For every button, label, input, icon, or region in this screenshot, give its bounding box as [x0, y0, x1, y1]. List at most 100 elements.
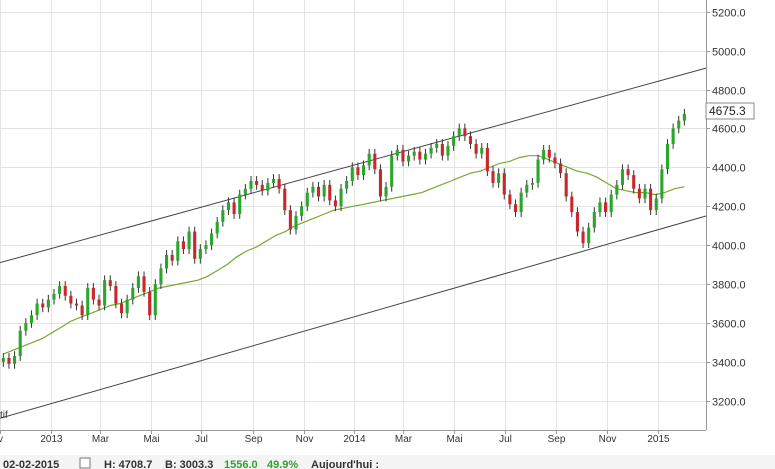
candle: [7, 353, 11, 369]
candle: [367, 148, 371, 171]
candle-body: [226, 202, 231, 211]
candle-body: [491, 171, 495, 183]
x-tick-label: Jul: [499, 434, 512, 445]
candle: [564, 168, 568, 202]
candle-body: [255, 180, 259, 185]
candle: [69, 290, 73, 309]
candle: [238, 189, 242, 219]
status-change: 1556.0: [224, 459, 258, 469]
candle-body: [136, 276, 140, 288]
candle: [384, 181, 388, 202]
candle: [119, 298, 124, 319]
candle-body: [165, 254, 169, 269]
candle-body: [198, 249, 202, 259]
candle: [632, 170, 636, 194]
candle: [423, 148, 428, 165]
candle-body: [311, 186, 315, 193]
left-truncated-label: tif: [0, 410, 8, 421]
candle: [446, 141, 450, 161]
candle-body: [266, 182, 270, 191]
candle-body: [103, 280, 107, 306]
candle: [35, 298, 39, 321]
candle-body: [457, 128, 461, 137]
candle-body: [215, 221, 219, 234]
candle-body: [632, 175, 636, 189]
candle-body: [412, 151, 416, 156]
candle-body: [429, 147, 433, 154]
candle-body: [604, 202, 608, 213]
candle: [63, 281, 67, 301]
last-price-box: [705, 102, 755, 120]
candle: [103, 275, 107, 311]
candle-body: [620, 169, 625, 185]
status-bar: 02-02-2015 H: 4708.7 B: 3003.3 1556.0 49…: [0, 455, 775, 469]
candle: [181, 236, 185, 254]
candle: [114, 281, 118, 309]
candle: [542, 144, 546, 165]
candle: [637, 183, 641, 204]
candle: [615, 179, 619, 200]
candle-body: [119, 303, 124, 314]
candle: [620, 164, 625, 190]
candle: [193, 226, 197, 264]
candle: [74, 298, 79, 311]
candle-body: [350, 167, 354, 181]
candle-body: [80, 305, 84, 316]
candle: [412, 146, 416, 161]
candle: [587, 222, 591, 249]
candle: [221, 205, 225, 227]
candle: [243, 183, 247, 200]
x-tick-label: Jul: [195, 434, 208, 445]
status-bar-background: [0, 455, 775, 469]
candle: [91, 283, 95, 305]
candle-body: [553, 157, 557, 164]
status-change-pct: 49.9%: [267, 459, 298, 469]
moving-average: [3, 155, 685, 355]
candle: [480, 143, 484, 159]
candle: [575, 207, 579, 237]
candle-body: [677, 120, 681, 129]
candle-body: [187, 231, 191, 250]
candle-body: [671, 128, 675, 144]
candle: [671, 123, 675, 149]
candle-body: [407, 155, 411, 162]
candle-body: [615, 184, 619, 195]
y-tick-label: 4200.0: [712, 202, 746, 214]
candle-body: [587, 227, 591, 244]
candle: [226, 197, 231, 215]
x-tick-label: Nov: [296, 434, 314, 445]
y-tick-label: 3600.0: [712, 319, 746, 331]
candle: [350, 162, 354, 186]
candle-body: [74, 303, 79, 306]
candle-body: [530, 182, 534, 185]
candle-body: [294, 215, 298, 230]
calendar-icon[interactable]: [79, 457, 91, 469]
candle: [581, 226, 585, 249]
candle: [13, 351, 17, 369]
candle: [204, 240, 208, 254]
candle: [609, 189, 613, 217]
candle: [215, 216, 219, 239]
candle: [322, 179, 326, 202]
candle-body: [367, 153, 371, 166]
candle: [418, 146, 422, 165]
x-tick-label: Mar: [92, 434, 110, 445]
candle: [373, 148, 377, 175]
x-tick-label: Nov: [599, 434, 617, 445]
trend-channel: [0, 67, 707, 419]
candle: [255, 176, 259, 190]
candle: [277, 174, 281, 194]
candle-body: [69, 295, 73, 304]
candle-body: [46, 299, 50, 308]
candle-body: [502, 173, 506, 195]
candle-body: [468, 136, 473, 144]
candle-body: [305, 192, 309, 207]
candle: [468, 131, 473, 149]
candle-body: [564, 173, 568, 197]
candle: [46, 294, 50, 313]
x-tick-label: Mar: [395, 434, 413, 445]
candle: [288, 205, 292, 235]
candle-body: [333, 200, 337, 207]
candle-body: [474, 143, 478, 154]
